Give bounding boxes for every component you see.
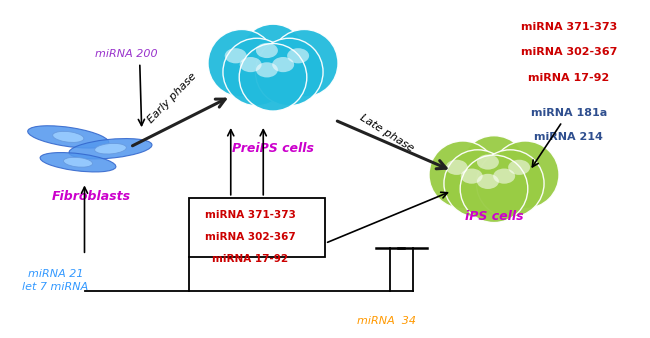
Ellipse shape [270,29,338,97]
Ellipse shape [53,131,84,142]
Text: iPS cells: iPS cells [465,210,523,223]
Text: Fibroblasts: Fibroblasts [51,190,131,202]
Ellipse shape [493,169,515,184]
Ellipse shape [461,169,483,184]
Ellipse shape [491,141,559,209]
Text: miRNA 181a: miRNA 181a [530,108,607,118]
Ellipse shape [460,155,528,222]
Text: PreiPS cells: PreiPS cells [232,142,314,155]
Text: miRNA 214: miRNA 214 [534,132,603,142]
Ellipse shape [239,44,307,111]
Ellipse shape [508,160,530,175]
Ellipse shape [256,62,278,77]
Ellipse shape [40,152,116,172]
Ellipse shape [239,24,307,92]
Text: Early phase: Early phase [146,71,198,125]
Text: miRNA 371-373: miRNA 371-373 [205,210,296,220]
Ellipse shape [477,174,499,189]
Ellipse shape [287,48,309,63]
Text: miRNA 302-367: miRNA 302-367 [521,47,617,57]
Ellipse shape [446,160,468,175]
Text: miRNA 17-92: miRNA 17-92 [528,73,610,83]
Ellipse shape [255,38,323,106]
Ellipse shape [444,150,512,217]
Ellipse shape [240,57,262,72]
Ellipse shape [28,126,109,148]
Ellipse shape [476,150,544,217]
Ellipse shape [64,157,92,167]
Text: miRNA 200: miRNA 200 [96,49,158,59]
Ellipse shape [225,48,247,63]
Ellipse shape [223,38,291,106]
Text: miRNA  34: miRNA 34 [358,316,416,326]
Ellipse shape [208,29,276,97]
Text: miRNA 302-367: miRNA 302-367 [205,232,296,242]
Ellipse shape [429,141,497,209]
Ellipse shape [95,143,126,154]
Text: miRNA 371-373: miRNA 371-373 [521,22,617,32]
Text: Late phase: Late phase [358,113,415,154]
Ellipse shape [477,154,499,170]
Text: miRNA 21
let 7 miRNA: miRNA 21 let 7 miRNA [22,269,88,292]
Bar [188,198,325,257]
Ellipse shape [272,57,294,72]
Ellipse shape [460,136,528,203]
Ellipse shape [69,139,152,159]
Ellipse shape [256,43,278,58]
Text: miRNA 17-92: miRNA 17-92 [212,254,289,264]
